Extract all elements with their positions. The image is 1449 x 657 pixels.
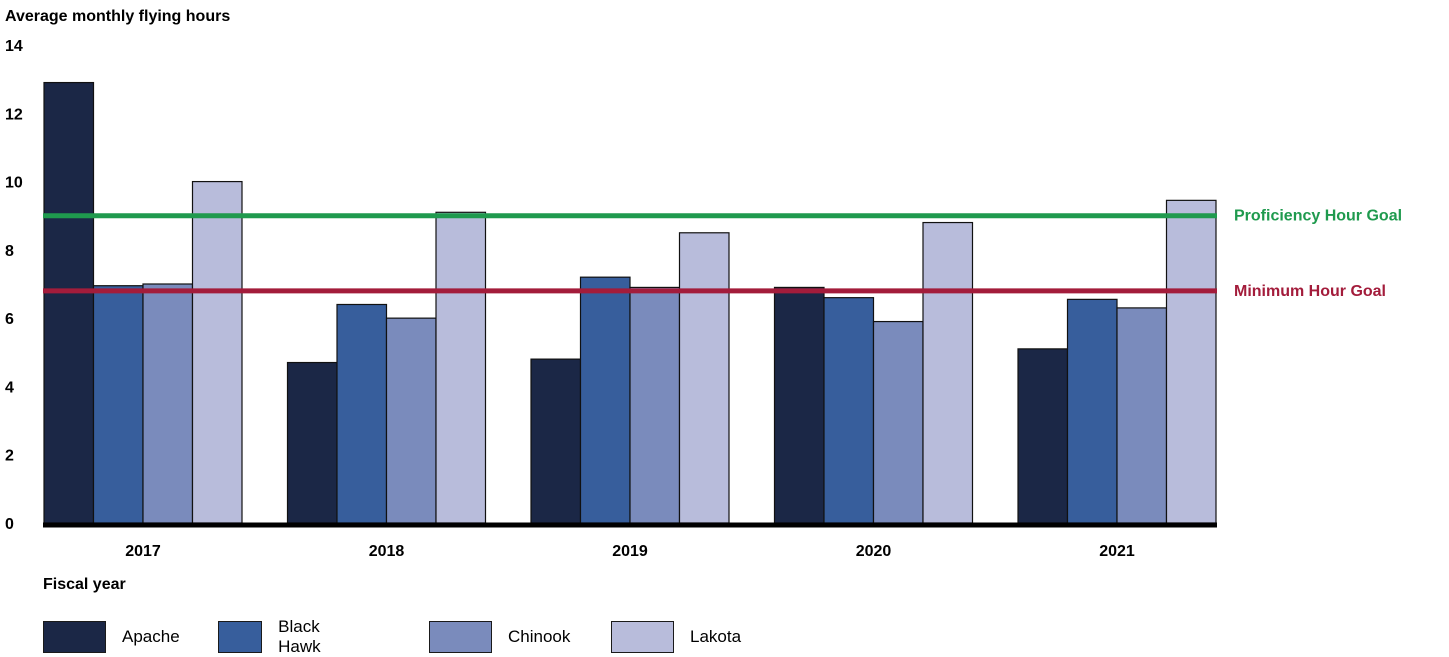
bar-lakota-2021 (1165, 199, 1217, 524)
bar-apache-2018 (286, 361, 338, 524)
y-tick-label: 12 (5, 106, 23, 123)
bar-lakota-2019 (678, 232, 730, 524)
y-tick-label: 14 (5, 38, 23, 55)
proficiency-hour-goal-label: Proficiency Hour Goal (1234, 208, 1402, 225)
bar-apache-2017 (43, 81, 95, 524)
legend-item-apache: Apache (43, 620, 180, 654)
legend-item-chinook: Chinook (429, 620, 570, 654)
bar-chinook-2019 (629, 286, 681, 524)
bar-black-hawk-2018 (336, 303, 388, 524)
reference-lines: Proficiency Hour Goal Minimum Hour Goal (43, 208, 1402, 300)
bar-black-hawk-2017 (92, 285, 144, 524)
x-tick-label: 2020 (856, 543, 892, 560)
legend-label-black-hawk: Black Hawk (278, 617, 321, 656)
legend-item-black-hawk: Black Hawk (218, 617, 340, 656)
x-axis-title: Fiscal year (43, 576, 126, 593)
x-tick-label: 2021 (1099, 543, 1135, 560)
bar-apache-2021 (1017, 348, 1069, 524)
y-tick-label: 2 (5, 448, 14, 465)
bar-lakota-2018 (435, 211, 487, 524)
bar-chinook-2017 (142, 283, 194, 524)
legend-swatch-lakota (611, 621, 674, 653)
x-tick-label: 2018 (369, 543, 405, 560)
legend-label-apache: Apache (122, 627, 180, 646)
bar-black-hawk-2020 (823, 297, 875, 524)
bar-lakota-2020 (922, 221, 974, 524)
bar-black-hawk-2021 (1066, 298, 1118, 524)
y-tick-label: 10 (5, 175, 23, 192)
bar-chart: Average monthly flying hours 0 2 4 6 8 10 12 14… (5, 8, 1402, 593)
y-axis-title: Average monthly flying hours (5, 8, 230, 25)
y-axis-ticks: 0 2 4 6 8 10 12 14 (5, 38, 23, 533)
x-tick-label: 2019 (612, 543, 648, 560)
bar-apache-2020 (773, 286, 825, 524)
legend-swatch-black-hawk (218, 621, 263, 653)
bar-chinook-2018 (385, 317, 437, 524)
legend-label-chinook: Chinook (508, 627, 571, 646)
bar-apache-2019 (530, 358, 582, 524)
bar-black-hawk-2019 (579, 276, 631, 524)
bars (43, 81, 1217, 524)
x-axis-categories: 2017 2018 2019 2020 2021 (125, 543, 1135, 560)
y-tick-label: 0 (5, 516, 14, 533)
legend-label-lakota: Lakota (690, 627, 742, 646)
minimum-hour-goal-label: Minimum Hour Goal (1234, 283, 1386, 300)
bar-chinook-2021 (1116, 307, 1168, 524)
legend-item-lakota: Lakota (611, 620, 741, 654)
y-tick-label: 8 (5, 243, 14, 260)
bar-chinook-2020 (872, 320, 924, 524)
bar-lakota-2017 (191, 180, 243, 524)
y-tick-label: 4 (5, 379, 14, 396)
legend-swatch-apache (43, 621, 106, 653)
x-tick-label: 2017 (125, 543, 161, 560)
y-tick-label: 6 (5, 311, 14, 328)
legend-swatch-chinook (429, 621, 492, 653)
